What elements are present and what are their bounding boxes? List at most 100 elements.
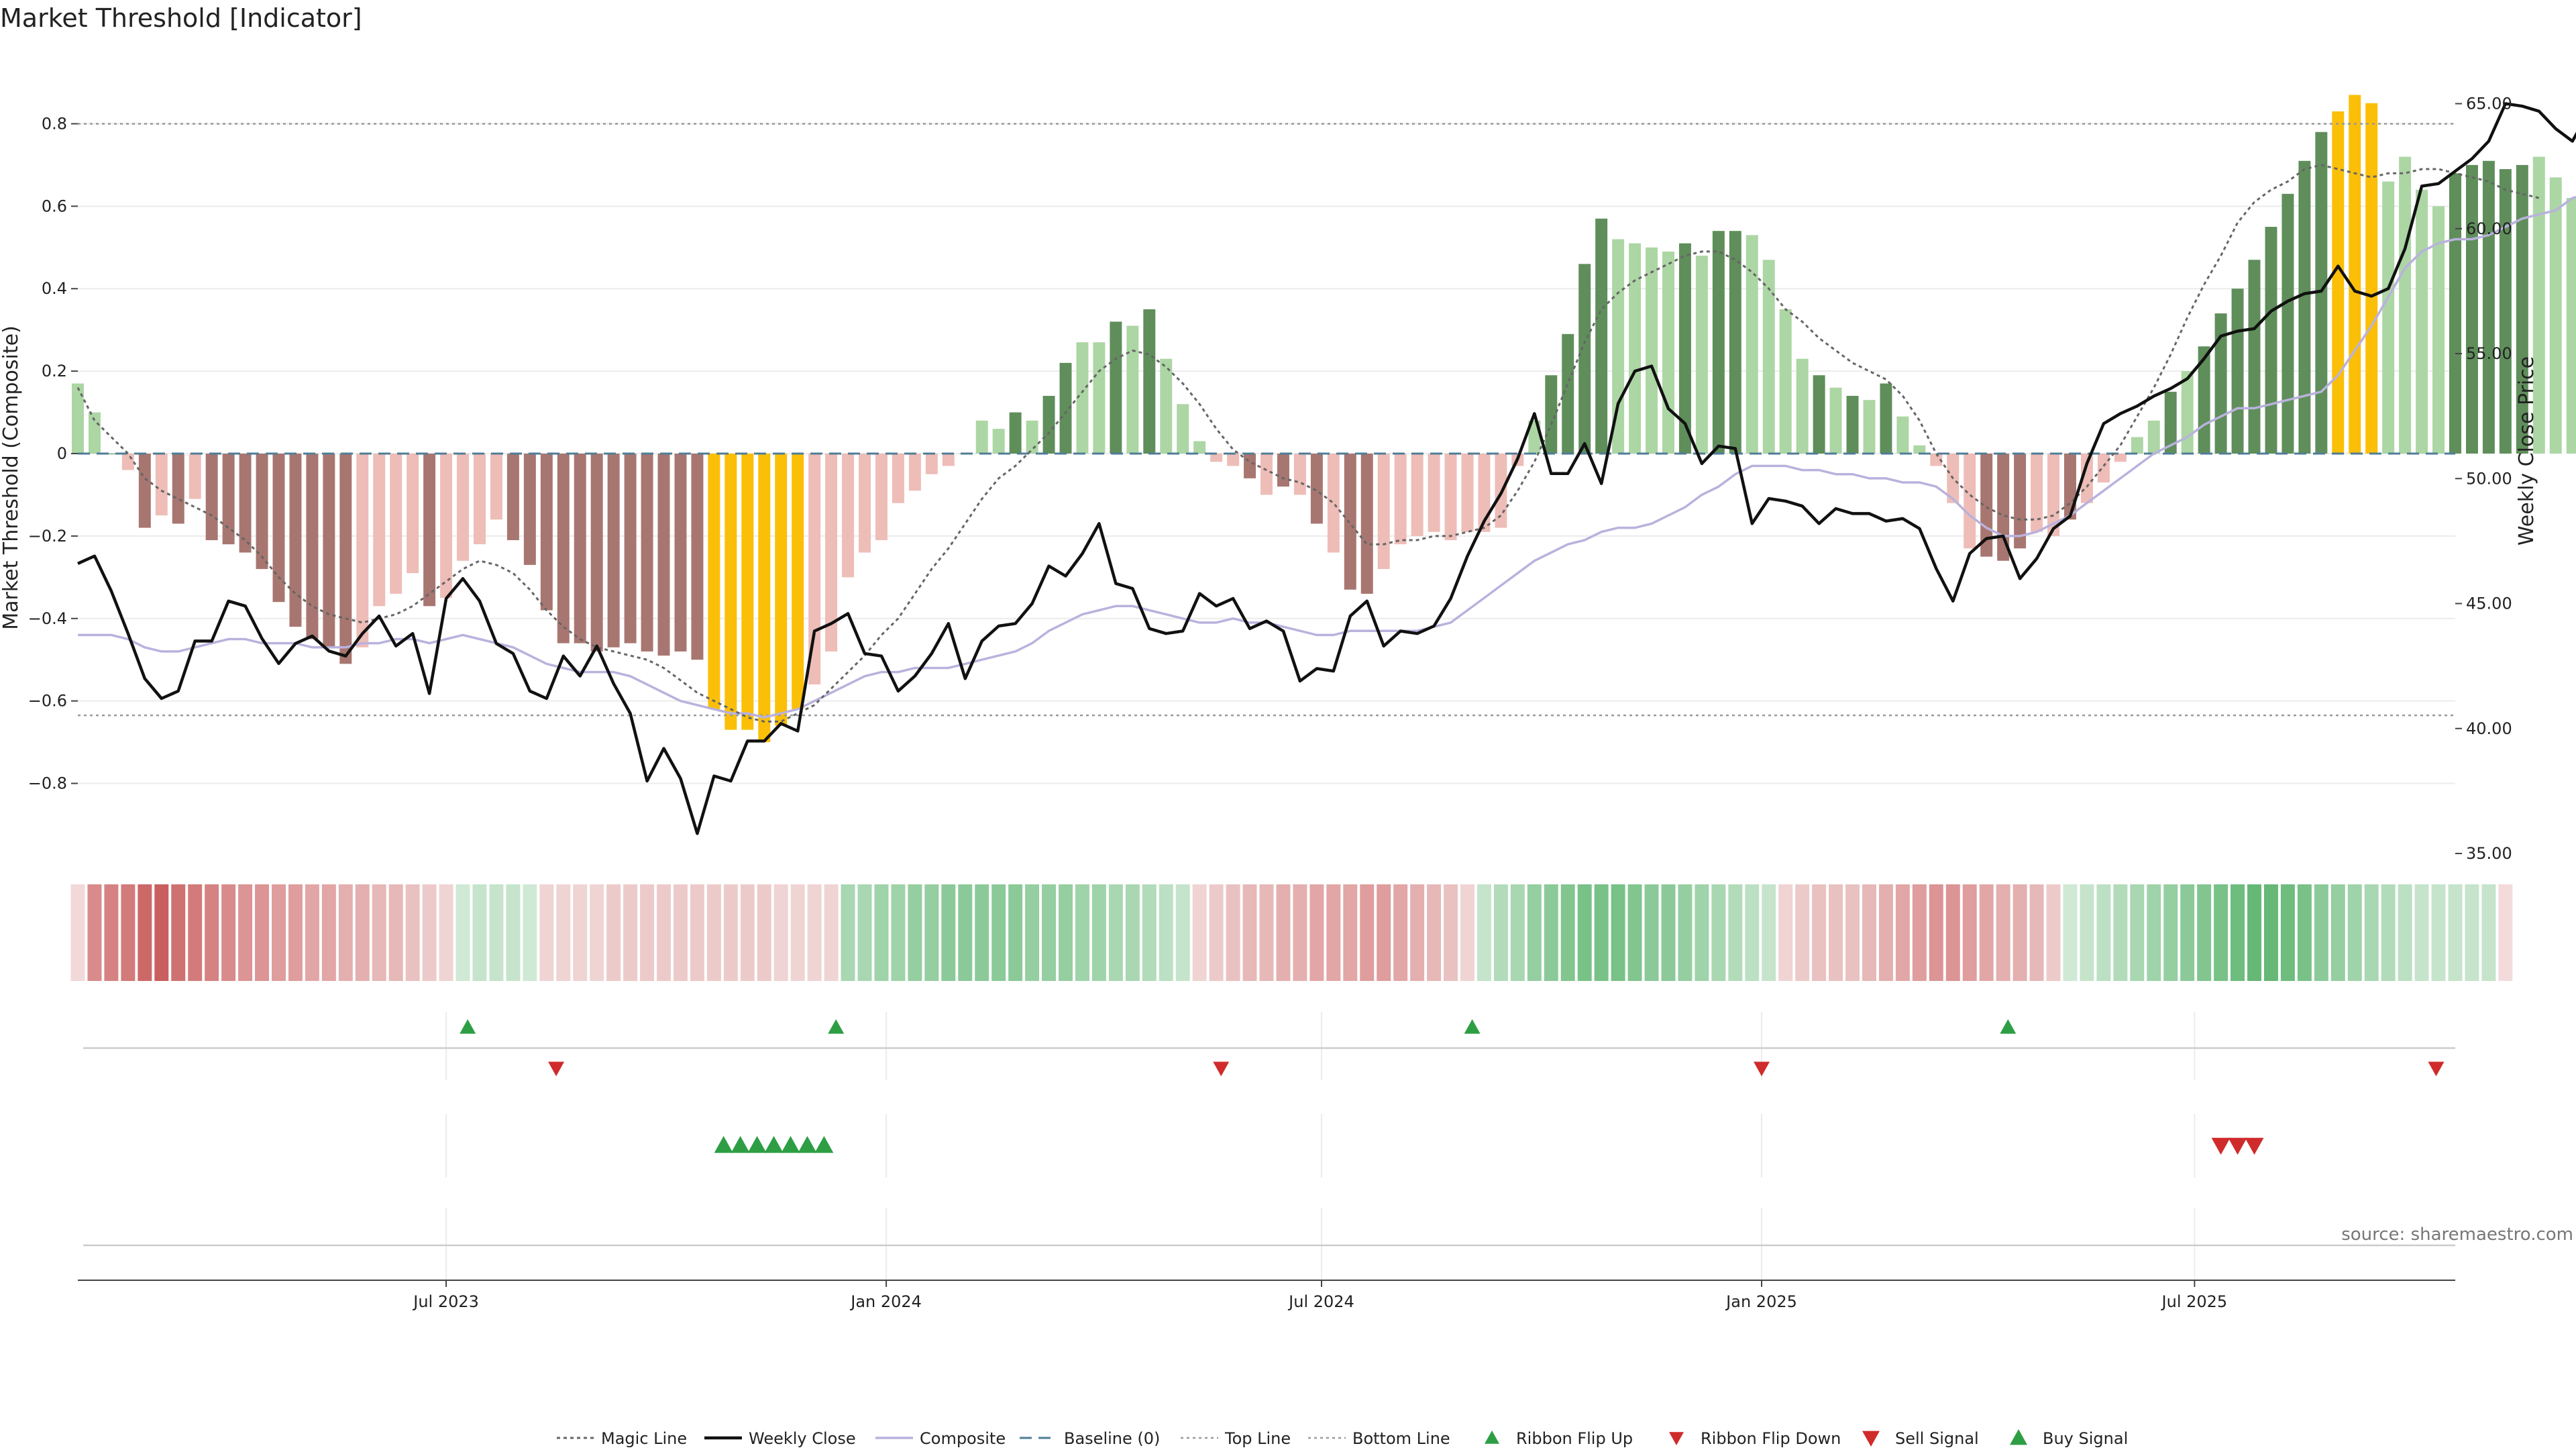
composite-bar [2031,454,2043,532]
legend-item: Weekly Close [704,1429,856,1448]
composite-bar [942,454,955,466]
composite-bar [1160,358,1173,454]
ribbon-cell [171,884,186,981]
legend-item: Bottom Line [1308,1429,1450,1448]
y-axis-label-left: Market Threshold (Composite) [0,325,23,630]
y-right-tick-label: 55.00 [2466,344,2512,363]
composite-bar [590,454,603,652]
ribbon-cell [1293,884,1307,981]
composite-bar [474,454,486,545]
ribbon-cell [1410,884,1425,981]
legend-label: Sell Signal [1895,1429,1979,1448]
y-right-tick-label: 45.00 [2466,594,2512,613]
composite-bar [2282,193,2294,454]
composite-bar [1796,358,1809,454]
composite-bar [1629,243,1642,454]
ribbon-cell [539,884,554,981]
composite-bar [1377,454,1390,570]
composite-bar [607,454,620,647]
y-tick-label: 0.2 [42,362,67,380]
composite-bar [2549,177,2562,454]
composite-bar [239,454,252,553]
composite-bar [741,454,754,730]
sell-signal-marker [2245,1137,2264,1155]
buy-signal-marker [798,1136,817,1153]
ribbon-cell [70,884,85,981]
ribbon-cell [673,884,688,981]
composite-bar [691,454,704,660]
ribbon-cell [2448,884,2463,981]
composite-bar [1110,321,1122,454]
ribbon-cell [1778,884,1793,981]
legend-label: Ribbon Flip Up [1516,1429,1633,1448]
composite-bar [1143,309,1156,454]
composite-bar [121,454,134,470]
composite-bar [1478,454,1491,532]
ribbon-cell [1226,884,1240,981]
ribbon-cell [288,884,303,981]
composite-bar [1646,247,1658,454]
buy-signal-marker [714,1136,733,1153]
ribbon-cell [1377,884,1391,981]
ribbon-cell [590,884,604,981]
ribbon-cell [338,884,353,981]
ribbon-cell [1192,884,1207,981]
ribbon-cell [1091,884,1106,981]
ribbon-cell [188,884,203,981]
composite-bar [2164,391,2177,454]
ribbon-cell [1945,884,1960,981]
ribbon-cell [1259,884,1274,981]
ribbon-cell [2431,884,2446,981]
ribbon-flip-up-marker [460,1019,476,1034]
ribbon-cell [2197,884,2212,981]
composite-bar [189,454,201,499]
composite-bar [775,454,788,726]
ribbon-flip-up-marker [1464,1019,1481,1034]
composite-bar [306,454,319,639]
legend-label: Ribbon Flip Down [1701,1429,1841,1448]
ribbon-cell [2046,884,2061,981]
composite-bar [1880,383,1892,454]
composite-bar [2265,227,2277,454]
composite-bar [1461,454,1474,532]
composite-bar [1762,260,1775,454]
ribbon-cell [2214,884,2229,981]
y-right-tick-label: 35.00 [2466,844,2512,863]
ribbon-cell [1979,884,1994,981]
ribbon-flip-up-marker [828,1019,845,1034]
composite-bar [1562,333,1574,454]
ribbon-cell [1695,884,1709,981]
composite-bar [222,454,235,545]
ribbon-cell [1644,884,1659,981]
ribbon-cell [355,884,370,981]
composite-bar [1829,387,1842,454]
composite-bar [892,454,904,503]
ribbon-cell [221,884,236,981]
composite-bar [1277,454,1289,487]
ribbon-cell [1108,884,1123,981]
y-right-tick-label: 50.00 [2466,469,2512,488]
ribbon-cell [1577,884,1592,981]
legend-label: Baseline (0) [1064,1429,1160,1448]
ribbon-cell [1059,884,1073,981]
y-tick-label: −0.8 [28,774,67,793]
ribbon-cell [1477,884,1491,981]
ribbon-cell [1728,884,1743,981]
composite-bar [490,454,502,520]
ribbon-flip-up-marker [2000,1019,2017,1034]
legend-item: Sell Signal [1862,1429,1979,1448]
ribbon-cell [154,884,169,981]
ribbon-cell [740,884,755,981]
composite-bar [1394,454,1407,545]
overlay-lines [76,102,2576,835]
composite-bar [1729,231,1741,454]
composite-bar [1177,404,1189,454]
ribbon-cell [706,884,721,981]
ribbon-cell [472,884,487,981]
ribbon-cell [87,884,102,981]
ribbon-cell [857,884,872,981]
composite-bar [256,454,268,570]
ribbon-flip-down-marker [1754,1061,1770,1076]
ribbon-cell [1912,884,1927,981]
